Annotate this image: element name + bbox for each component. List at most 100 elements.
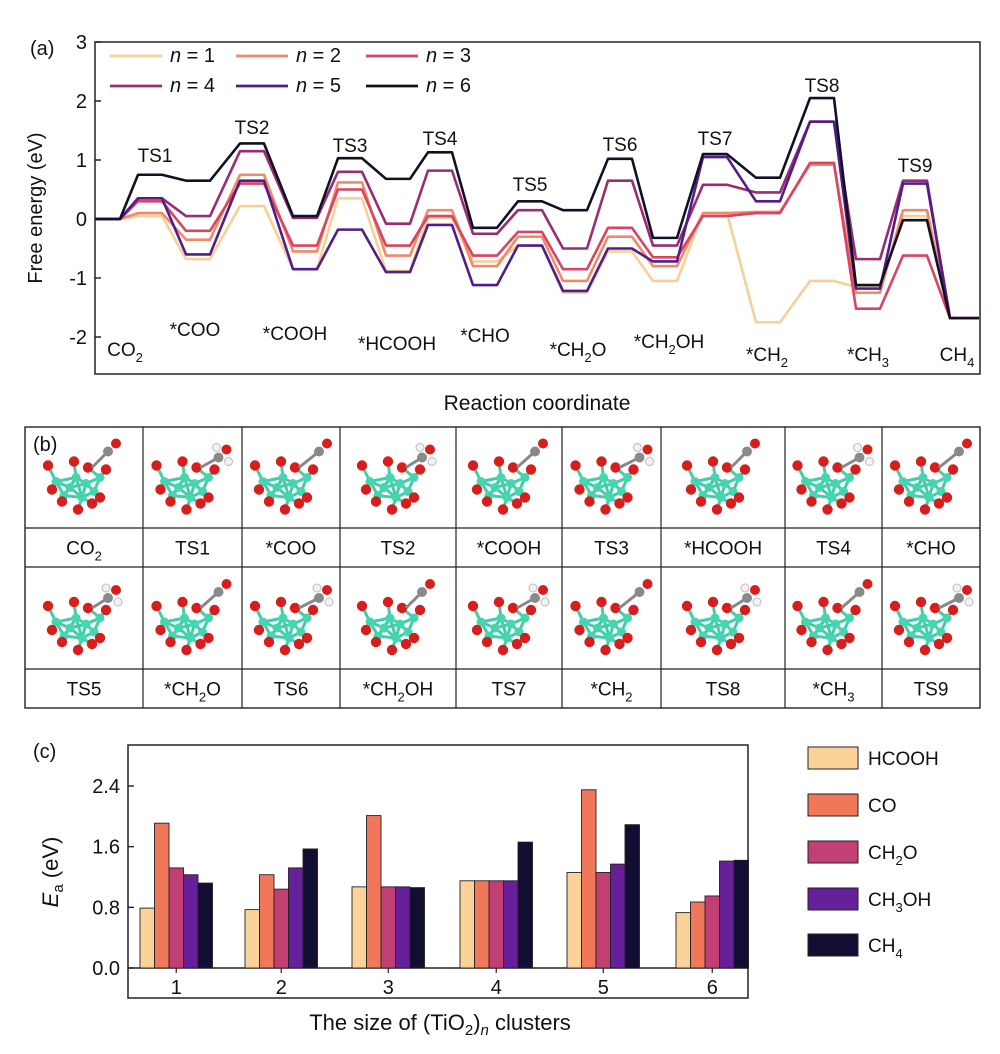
legend-item-n6: n = 6 xyxy=(366,75,471,97)
cluster-structure xyxy=(151,579,232,656)
ts-label: TS7 xyxy=(698,129,733,150)
legend-swatch xyxy=(807,793,859,817)
structure-label: TS3 xyxy=(594,539,629,560)
cluster-structure xyxy=(42,583,123,656)
legend-item-ch4: CH4 xyxy=(807,933,903,961)
bar-ch2o-6 xyxy=(704,895,720,969)
panel-c-xtick-label: 4 xyxy=(491,977,502,999)
cluster-structure xyxy=(467,438,548,515)
panel-c-label: (c) xyxy=(33,741,56,763)
legend-swatch xyxy=(807,840,859,864)
bar-co-6 xyxy=(690,901,706,969)
bar-ch3oh-2 xyxy=(288,867,304,969)
legend-swatch xyxy=(807,933,859,957)
bar-co-5 xyxy=(581,789,597,969)
panel-c-ytick-label: 0.0 xyxy=(92,958,120,980)
legend-label: CH2O xyxy=(868,843,917,868)
intermediate-label: *HCOOH xyxy=(358,334,436,355)
structure-label: TS9 xyxy=(914,680,949,701)
cluster-structure xyxy=(889,438,972,515)
bar-co-1 xyxy=(154,822,170,969)
panel-c-plot-frame xyxy=(127,744,749,999)
bar-ch2o-4 xyxy=(488,880,504,969)
cluster-structure xyxy=(792,579,873,656)
legend-item-n3: n = 3 xyxy=(366,45,471,67)
panel-a-ytick-label: 3 xyxy=(76,32,87,54)
bar-ch2o-1 xyxy=(168,867,184,969)
series-line-n5 xyxy=(94,120,979,320)
structure-label: TS4 xyxy=(816,539,851,560)
cluster-structure xyxy=(356,579,435,656)
structure-label: *CH2OH xyxy=(363,680,434,705)
legend-swatch xyxy=(807,887,859,911)
structure-label: TS2 xyxy=(381,539,416,560)
cluster-structure xyxy=(356,443,437,515)
legend-label: n = 2 xyxy=(296,45,341,67)
bar-hcooh-1 xyxy=(139,907,155,969)
bar-ch4-1 xyxy=(197,882,213,969)
structure-label: TS7 xyxy=(492,680,527,701)
bar-ch4-5 xyxy=(624,824,640,969)
panel-c-xtick-label: 3 xyxy=(383,977,394,999)
intermediate-label: *CHO xyxy=(460,326,510,347)
legend-label: n = 6 xyxy=(426,75,471,97)
legend-item-co: CO xyxy=(807,793,897,817)
bar-hcooh-4 xyxy=(459,880,475,969)
panel-a-xlabel: Reaction coordinate xyxy=(444,392,631,415)
legend-label: n = 4 xyxy=(170,75,215,97)
cluster-structure xyxy=(467,583,550,656)
cluster-structure xyxy=(570,443,654,515)
bar-ch2o-5 xyxy=(595,872,611,969)
bar-ch4-3 xyxy=(409,887,425,969)
panel-a-ytick-label: -2 xyxy=(69,327,87,349)
panel-c-xtick-label: 5 xyxy=(598,977,609,999)
legend-label: n = 1 xyxy=(170,45,215,67)
intermediate-label: *CH3 xyxy=(847,345,889,370)
legend-item-ch2o: CH2O xyxy=(807,840,917,868)
bar-co-3 xyxy=(366,815,382,969)
bar-ch3oh-1 xyxy=(183,874,199,969)
ts-label: TS6 xyxy=(603,135,638,156)
structure-label: TS1 xyxy=(175,539,210,560)
legend-item-n2: n = 2 xyxy=(236,45,341,67)
series-line-n6 xyxy=(94,96,979,320)
bar-hcooh-2 xyxy=(244,909,260,969)
cluster-structure xyxy=(249,438,332,515)
structure-label: *CH2 xyxy=(590,680,632,705)
panel-c-ylabel: Ea (eV) xyxy=(38,837,67,908)
legend-swatch xyxy=(807,746,859,770)
panel-b-label: (b) xyxy=(33,434,57,456)
ts-label: TS2 xyxy=(235,118,270,139)
intermediate-label: CH4 xyxy=(940,345,975,370)
panel-c-ytick-label: 1.6 xyxy=(92,837,120,859)
legend-label: CO xyxy=(868,796,897,817)
bar-ch2o-3 xyxy=(380,886,396,969)
legend-label: HCOOH xyxy=(868,749,939,770)
panel-a-ytick-label: 2 xyxy=(76,91,87,113)
legend-label: CH3OH xyxy=(868,890,931,915)
structure-label: *CHO xyxy=(906,539,956,560)
cluster-structure xyxy=(249,583,334,656)
intermediate-label: *CH2 xyxy=(746,345,788,370)
ts-label: TS1 xyxy=(138,146,173,167)
cluster-structure xyxy=(681,583,762,656)
bar-ch4-2 xyxy=(302,848,318,969)
intermediate-label: *COOH xyxy=(263,324,327,345)
intermediate-label: *COO xyxy=(170,320,221,341)
bar-co-4 xyxy=(474,880,490,969)
structure-label: *COOH xyxy=(477,539,541,560)
legend-item-n4: n = 4 xyxy=(110,75,215,97)
panel-b: (b) CO2 TS1 *COO TS2 *COOH TS3 *HCOOH TS4 *CHO TS… xyxy=(24,426,981,709)
intermediate-label: CO2 xyxy=(107,340,143,365)
intermediate-label: *CH2O xyxy=(550,340,607,365)
bar-ch4-4 xyxy=(517,841,533,969)
panel-c: (c) Ea (eV) The size of (TiO2)n clusters… xyxy=(33,741,939,1039)
ts-label: TS8 xyxy=(805,76,840,97)
ts-label: TS9 xyxy=(898,156,933,177)
legend-item-hcooh: HCOOH xyxy=(807,746,939,770)
ts-label: TS3 xyxy=(333,136,368,157)
structure-label: *CH3 xyxy=(812,680,854,705)
structure-label: TS8 xyxy=(706,680,741,701)
structure-label: *COO xyxy=(266,539,317,560)
